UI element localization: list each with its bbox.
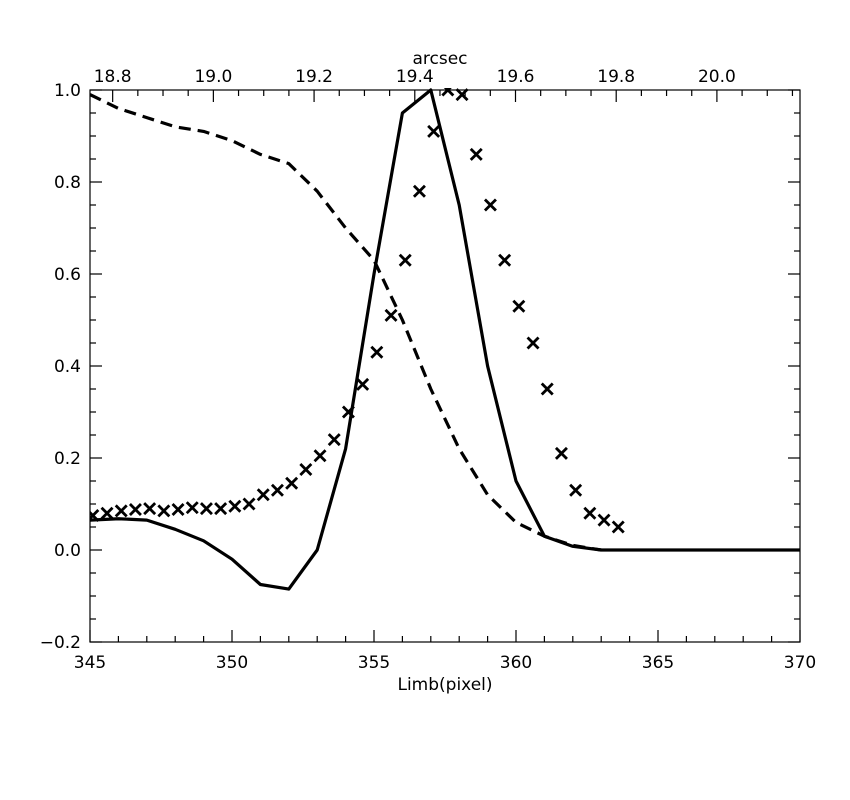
series-2-markers <box>90 88 625 534</box>
data-point-x-marker <box>356 377 370 391</box>
x-tick-label: 365 <box>642 653 674 673</box>
data-point-x-marker <box>285 476 299 490</box>
data-point-x-marker <box>327 433 341 447</box>
data-point-x-marker <box>611 520 625 534</box>
data-point-x-marker <box>313 449 327 463</box>
data-point-x-marker <box>412 184 426 198</box>
data-point-x-marker <box>554 446 568 460</box>
data-point-x-marker <box>242 497 256 511</box>
data-point-x-marker <box>498 253 512 267</box>
series-solid-line <box>90 88 800 591</box>
plot-frame <box>89 89 801 643</box>
y-tick-label: 0.4 <box>54 357 81 377</box>
y-tick-label: 1.0 <box>54 81 81 101</box>
data-point-x-marker <box>114 504 128 518</box>
data-point-x-marker <box>583 506 597 520</box>
data-point-x-marker <box>128 503 142 517</box>
data-point-x-marker <box>100 506 114 520</box>
top-x-tick-label: 20.0 <box>698 67 736 87</box>
data-point-x-marker <box>199 502 213 516</box>
series-dashed-line <box>90 93 602 552</box>
y-tick-label: 0.6 <box>54 265 81 285</box>
y-tick-label: −0.2 <box>40 633 81 653</box>
y-tick-label: 0.8 <box>54 173 81 193</box>
data-point-x-marker <box>90 509 100 522</box>
data-point-x-marker <box>597 513 611 527</box>
data-point-x-marker <box>171 503 185 517</box>
data-point-x-marker <box>270 483 284 497</box>
top-x-tick-label: 19.8 <box>597 67 635 87</box>
x-tick-label: 355 <box>358 653 390 673</box>
data-point-x-marker <box>469 147 483 161</box>
top-axis-label: arcsec <box>412 49 467 69</box>
data-point-x-marker <box>214 502 228 516</box>
x-tick-label: 360 <box>500 653 532 673</box>
data-point-x-marker <box>540 382 554 396</box>
data-point-x-marker <box>157 504 171 518</box>
top-x-tick-label: 19.4 <box>396 67 434 87</box>
x-axis-label: Limb(pixel) <box>397 675 492 695</box>
x-tick-label: 350 <box>216 653 248 673</box>
axis-layer: 345 350 355 360 365 370 18.8 19.0 19.2 19.4 19.6 19… <box>40 67 817 673</box>
data-point-x-marker <box>455 88 469 102</box>
data-point-x-marker <box>526 336 540 350</box>
x-tick-label: 370 <box>784 653 816 673</box>
y-tick-label: 0.2 <box>54 449 81 469</box>
data-point-x-marker <box>299 463 313 476</box>
data-point-x-marker <box>370 345 384 359</box>
top-x-tick-label: 18.8 <box>94 67 132 87</box>
data-point-x-marker <box>483 198 497 212</box>
y-tick-label: 0.0 <box>54 541 81 561</box>
data-point-x-marker <box>185 501 199 515</box>
series-layer <box>90 88 800 591</box>
data-point-x-marker <box>143 502 157 516</box>
data-point-x-marker <box>256 488 270 502</box>
top-x-tick-label: 19.2 <box>295 67 333 87</box>
data-point-x-marker <box>398 253 412 267</box>
data-point-x-marker <box>569 483 583 497</box>
data-point-x-marker <box>427 124 441 138</box>
data-point-x-marker <box>384 308 398 322</box>
x-tick-label: 345 <box>74 653 106 673</box>
top-x-tick-label: 19.0 <box>194 67 232 87</box>
data-point-x-marker <box>228 499 242 513</box>
data-point-x-marker <box>341 405 355 419</box>
data-point-x-marker <box>512 299 526 313</box>
top-x-tick-label: 19.6 <box>497 67 535 87</box>
